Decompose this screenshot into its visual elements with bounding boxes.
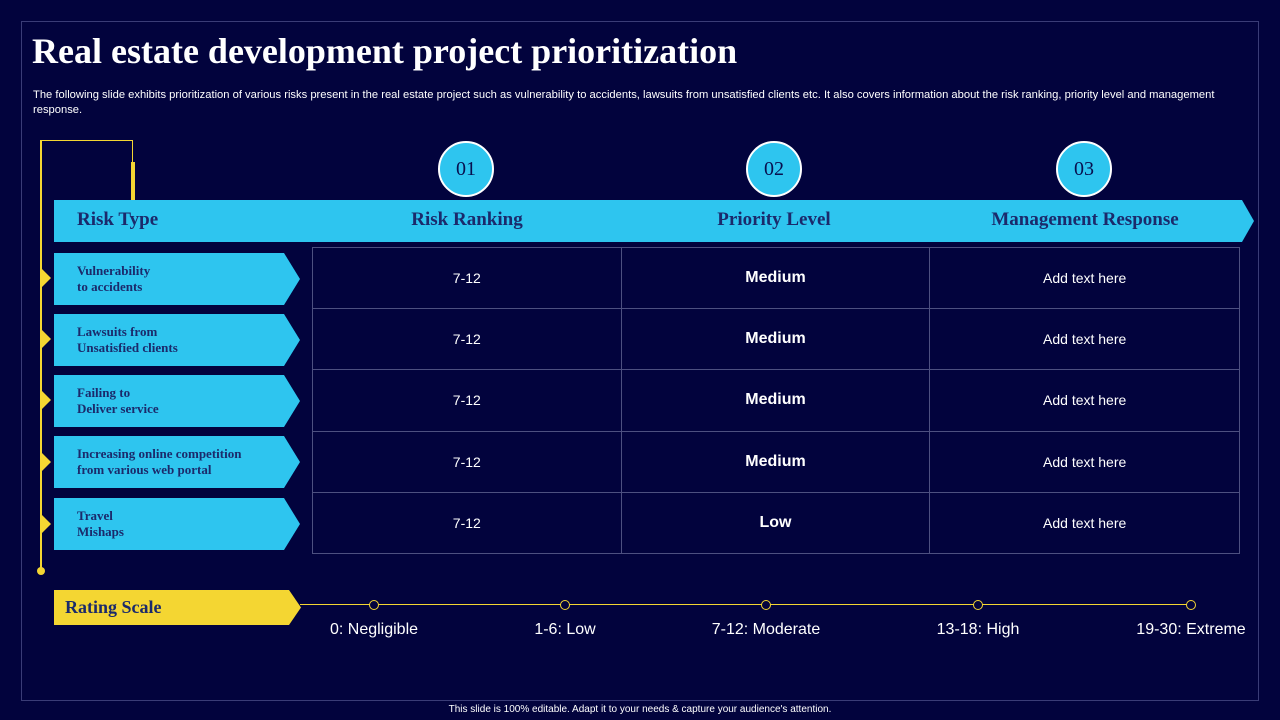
risk-type-5: Travel Mishaps bbox=[54, 498, 300, 550]
connector-drop bbox=[132, 140, 133, 162]
scale-level-moderate: 7-12: Moderate bbox=[711, 621, 821, 638]
risk-marker-1 bbox=[41, 268, 51, 288]
risk-marker-4 bbox=[41, 452, 51, 472]
table-row: 7-12 Low Add text here bbox=[312, 491, 1240, 555]
table-row: 7-12 Medium Add text here bbox=[312, 369, 1240, 432]
header-priority-level: Priority Level bbox=[717, 209, 831, 230]
rating-scale-tag: Rating Scale bbox=[54, 590, 301, 625]
connector-accent bbox=[131, 162, 135, 200]
priority-level-cell: Medium bbox=[620, 246, 931, 310]
header-management-response: Management Response bbox=[991, 209, 1179, 230]
step-circle-2: 02 bbox=[746, 141, 802, 197]
scale-marker-4 bbox=[973, 600, 983, 610]
risk-table: 7-12 Medium Add text here 7-12 Medium Ad… bbox=[312, 246, 1240, 555]
risk-type-label: Lawsuits from Unsatisfied clients bbox=[77, 324, 178, 355]
table-row: 7-12 Medium Add text here bbox=[312, 430, 1240, 493]
priority-level-cell: Medium bbox=[620, 308, 931, 371]
scale-marker-5 bbox=[1186, 600, 1196, 610]
risk-type-2: Lawsuits from Unsatisfied clients bbox=[54, 314, 300, 366]
management-response-cell: Add text here bbox=[929, 246, 1240, 310]
management-response-cell: Add text here bbox=[929, 308, 1240, 371]
connector-end-dot bbox=[37, 567, 45, 575]
timeline-connector bbox=[40, 140, 42, 571]
page-title: Real estate development project prioriti… bbox=[32, 31, 738, 71]
risk-type-label: Vulnerability to accidents bbox=[77, 263, 151, 294]
footer-note: This slide is 100% editable. Adapt it to… bbox=[448, 704, 832, 715]
risk-marker-3 bbox=[41, 390, 51, 410]
scale-marker-1 bbox=[369, 600, 379, 610]
scale-level-low: 1-6: Low bbox=[534, 621, 596, 638]
scale-marker-2 bbox=[560, 600, 570, 610]
risk-marker-5 bbox=[41, 514, 51, 534]
rating-scale-label: Rating Scale bbox=[65, 597, 162, 617]
risk-marker-2 bbox=[41, 329, 51, 349]
management-response-cell: Add text here bbox=[929, 369, 1240, 432]
risk-ranking-cell: 7-12 bbox=[312, 430, 622, 493]
risk-type-3: Failing to Deliver service bbox=[54, 375, 300, 427]
priority-level-cell: Low bbox=[620, 491, 931, 555]
risk-ranking-cell: 7-12 bbox=[312, 246, 622, 310]
priority-level-cell: Medium bbox=[620, 369, 931, 432]
table-row: 7-12 Medium Add text here bbox=[312, 246, 1240, 310]
risk-ranking-cell: 7-12 bbox=[312, 369, 622, 432]
risk-ranking-cell: 7-12 bbox=[312, 491, 622, 555]
step-circle-1: 01 bbox=[438, 141, 494, 197]
table-row: 7-12 Medium Add text here bbox=[312, 308, 1240, 371]
risk-type-1: Vulnerability to accidents bbox=[54, 253, 300, 305]
management-response-cell: Add text here bbox=[929, 491, 1240, 555]
risk-type-4: Increasing online competition from vario… bbox=[54, 436, 300, 488]
slide-description: The following slide exhibits prioritizat… bbox=[33, 89, 1215, 116]
rating-scale-line bbox=[300, 604, 1192, 605]
slide-frame bbox=[21, 21, 1259, 701]
step-circle-3: 03 bbox=[1056, 141, 1112, 197]
scale-level-negligible: 0: Negligible bbox=[329, 621, 419, 638]
connector-top bbox=[40, 140, 133, 141]
risk-type-label: Travel Mishaps bbox=[77, 508, 124, 539]
header-risk-type: Risk Type bbox=[77, 209, 159, 230]
management-response-cell: Add text here bbox=[929, 430, 1240, 493]
scale-marker-3 bbox=[761, 600, 771, 610]
scale-level-high: 13-18: High bbox=[936, 621, 1020, 638]
priority-level-cell: Medium bbox=[620, 430, 931, 493]
risk-ranking-cell: 7-12 bbox=[312, 308, 622, 371]
risk-type-label: Failing to Deliver service bbox=[77, 385, 159, 416]
risk-type-label: Increasing online competition from vario… bbox=[77, 446, 242, 477]
header-band bbox=[54, 200, 1254, 242]
scale-level-extreme: 19-30: Extreme bbox=[1136, 621, 1246, 638]
header-risk-ranking: Risk Ranking bbox=[411, 209, 523, 230]
